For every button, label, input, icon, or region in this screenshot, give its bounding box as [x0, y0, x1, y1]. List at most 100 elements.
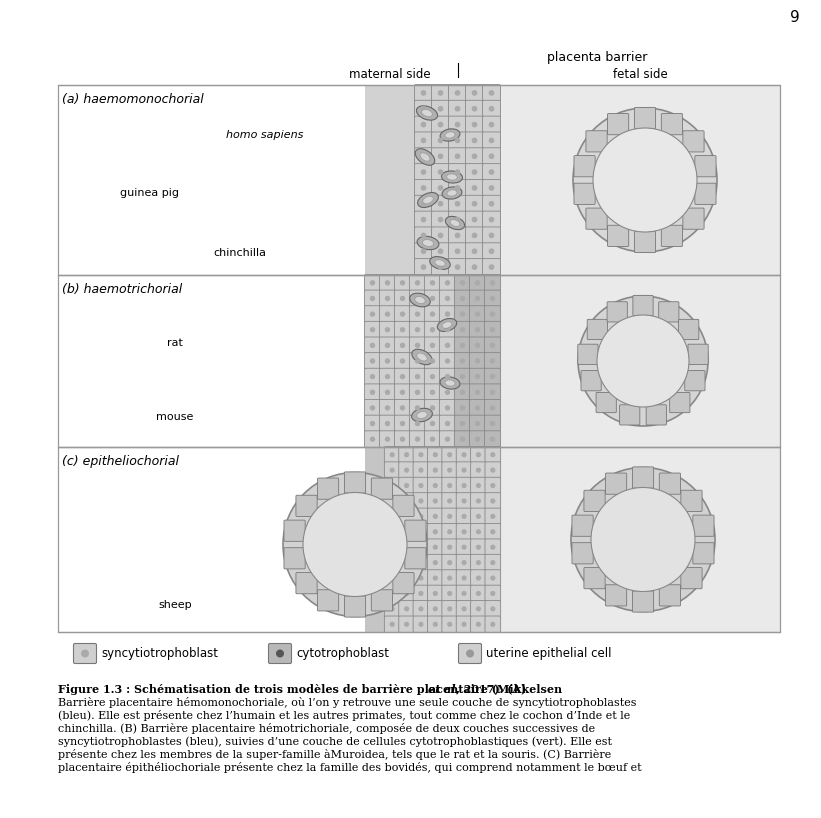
- FancyBboxPatch shape: [442, 462, 457, 479]
- Bar: [58, 85, 365, 275]
- Circle shape: [471, 185, 477, 191]
- FancyBboxPatch shape: [448, 148, 466, 164]
- Bar: [58, 447, 365, 632]
- FancyBboxPatch shape: [379, 431, 396, 447]
- Ellipse shape: [355, 555, 368, 575]
- Ellipse shape: [423, 240, 433, 246]
- FancyBboxPatch shape: [413, 616, 429, 632]
- Ellipse shape: [662, 178, 672, 183]
- Circle shape: [490, 575, 495, 581]
- FancyBboxPatch shape: [371, 478, 392, 499]
- Ellipse shape: [429, 257, 450, 269]
- FancyBboxPatch shape: [439, 321, 456, 338]
- Circle shape: [476, 452, 481, 457]
- Text: sheep: sheep: [158, 600, 192, 610]
- Ellipse shape: [440, 377, 460, 389]
- Circle shape: [415, 327, 420, 332]
- Circle shape: [490, 358, 495, 364]
- Circle shape: [460, 327, 466, 332]
- Circle shape: [475, 343, 480, 348]
- FancyBboxPatch shape: [484, 337, 501, 353]
- FancyBboxPatch shape: [466, 227, 484, 244]
- Circle shape: [369, 374, 375, 380]
- Ellipse shape: [417, 411, 427, 418]
- Circle shape: [471, 232, 477, 238]
- Circle shape: [490, 420, 495, 426]
- Circle shape: [400, 420, 406, 426]
- FancyBboxPatch shape: [439, 399, 456, 416]
- FancyBboxPatch shape: [74, 644, 97, 663]
- Ellipse shape: [440, 129, 460, 142]
- FancyBboxPatch shape: [484, 431, 501, 447]
- Circle shape: [490, 591, 495, 596]
- Circle shape: [490, 545, 495, 550]
- Circle shape: [476, 575, 481, 581]
- Circle shape: [433, 591, 438, 596]
- Circle shape: [490, 312, 495, 317]
- Ellipse shape: [640, 337, 645, 346]
- Circle shape: [447, 483, 452, 488]
- FancyBboxPatch shape: [606, 585, 626, 606]
- Circle shape: [385, 327, 390, 332]
- Circle shape: [490, 452, 495, 457]
- Circle shape: [369, 343, 375, 348]
- FancyBboxPatch shape: [466, 101, 484, 117]
- Circle shape: [445, 437, 450, 442]
- FancyBboxPatch shape: [485, 462, 501, 479]
- FancyBboxPatch shape: [693, 515, 714, 537]
- Text: et al.: et al.: [428, 684, 459, 695]
- Circle shape: [455, 90, 461, 96]
- FancyBboxPatch shape: [399, 600, 415, 617]
- Ellipse shape: [447, 174, 457, 180]
- FancyBboxPatch shape: [470, 306, 485, 322]
- Circle shape: [488, 217, 494, 222]
- Ellipse shape: [420, 153, 430, 161]
- FancyBboxPatch shape: [454, 274, 470, 291]
- FancyBboxPatch shape: [466, 179, 484, 196]
- FancyBboxPatch shape: [485, 539, 501, 555]
- Ellipse shape: [450, 220, 460, 227]
- Circle shape: [438, 185, 443, 191]
- Circle shape: [461, 622, 466, 627]
- FancyBboxPatch shape: [399, 447, 415, 463]
- FancyBboxPatch shape: [635, 107, 656, 128]
- Circle shape: [438, 264, 443, 270]
- Circle shape: [488, 169, 494, 175]
- FancyBboxPatch shape: [485, 570, 501, 587]
- Circle shape: [438, 122, 443, 128]
- Circle shape: [404, 575, 409, 581]
- Circle shape: [404, 514, 409, 519]
- FancyBboxPatch shape: [413, 508, 429, 524]
- FancyBboxPatch shape: [384, 492, 400, 510]
- Circle shape: [390, 591, 395, 596]
- FancyBboxPatch shape: [483, 148, 501, 164]
- FancyBboxPatch shape: [693, 542, 714, 564]
- Circle shape: [420, 264, 426, 270]
- Circle shape: [404, 591, 409, 596]
- Circle shape: [420, 201, 426, 207]
- FancyBboxPatch shape: [470, 321, 485, 338]
- Circle shape: [490, 606, 495, 612]
- Bar: [500, 447, 780, 632]
- FancyBboxPatch shape: [432, 132, 449, 149]
- FancyBboxPatch shape: [365, 368, 381, 385]
- Ellipse shape: [410, 293, 430, 307]
- FancyBboxPatch shape: [470, 399, 485, 416]
- FancyBboxPatch shape: [470, 600, 486, 617]
- FancyBboxPatch shape: [470, 616, 486, 632]
- Circle shape: [447, 591, 452, 596]
- Circle shape: [430, 280, 435, 285]
- FancyBboxPatch shape: [442, 600, 457, 617]
- Circle shape: [488, 232, 494, 238]
- Circle shape: [400, 389, 406, 395]
- FancyBboxPatch shape: [620, 405, 640, 425]
- Circle shape: [490, 280, 495, 285]
- FancyBboxPatch shape: [379, 321, 396, 338]
- FancyBboxPatch shape: [448, 243, 466, 260]
- Circle shape: [475, 374, 480, 380]
- Circle shape: [461, 606, 466, 612]
- Circle shape: [471, 169, 477, 175]
- Circle shape: [385, 437, 390, 442]
- Circle shape: [404, 498, 409, 504]
- FancyBboxPatch shape: [384, 462, 400, 479]
